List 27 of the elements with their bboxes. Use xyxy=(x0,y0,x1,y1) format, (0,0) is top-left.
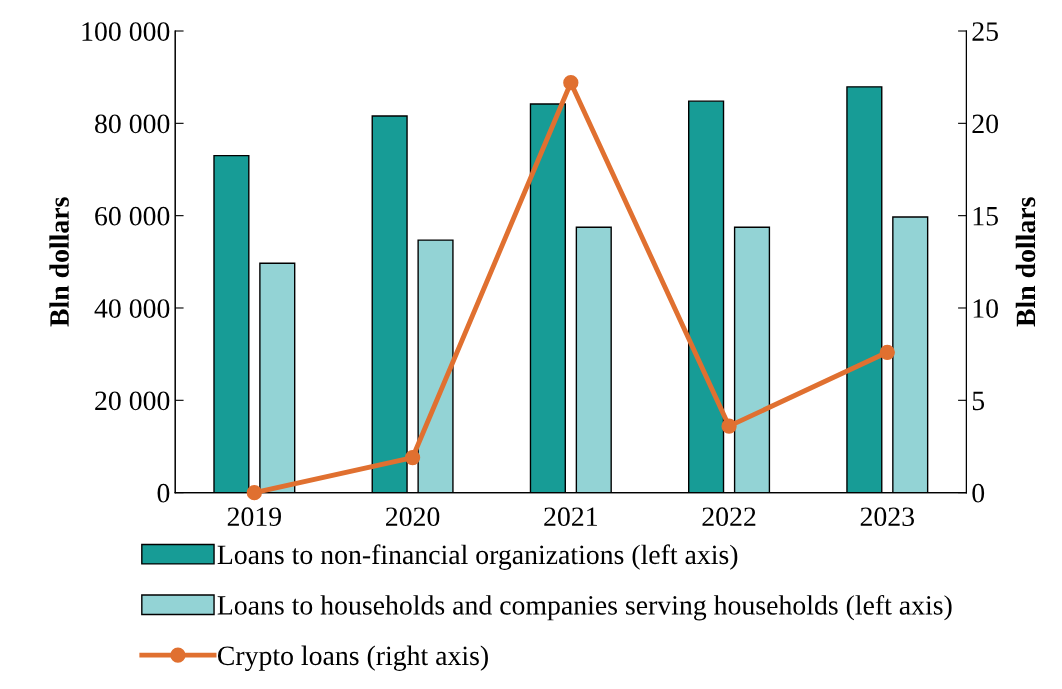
x-tick-label: 2021 xyxy=(544,507,597,527)
y-tick-label: 0 xyxy=(157,483,170,503)
y2-tick-label: 15 xyxy=(973,206,998,226)
y-axis-title: Bln dollars xyxy=(49,197,69,327)
y2-tick-label: 5 xyxy=(972,391,985,411)
point xyxy=(721,418,737,434)
x-tick-label: 2022 xyxy=(702,507,756,527)
point xyxy=(879,344,895,360)
y-tick-label: 80 000 xyxy=(95,114,170,134)
legend-label: Crypto loans (right axis) xyxy=(217,645,488,671)
legend-label: Loans to non-financial organizations (left axis) xyxy=(217,544,738,570)
y-tick-label: 100 000 xyxy=(82,22,170,41)
y2-axis-title: Bln dollars xyxy=(1015,197,1036,327)
y2-tick-label: 0 xyxy=(972,483,985,503)
x-tick-label: 2023 xyxy=(860,507,914,527)
legend-label: Loans to households and companies serving households (left axis) xyxy=(217,594,952,621)
x-tick-label: 2019 xyxy=(227,507,281,527)
point xyxy=(246,484,262,501)
point xyxy=(563,75,579,91)
point xyxy=(404,449,421,466)
x-tick-label: 2020 xyxy=(386,507,440,527)
y2-tick-label: 20 xyxy=(972,114,998,134)
y2-tick-label: 10 xyxy=(973,299,998,318)
y2-tick-label: 25 xyxy=(972,22,998,41)
y-tick-label: 60 000 xyxy=(95,206,170,226)
y-tick-label: 40 000 xyxy=(94,299,170,318)
y-tick-label: 20 000 xyxy=(95,391,170,411)
